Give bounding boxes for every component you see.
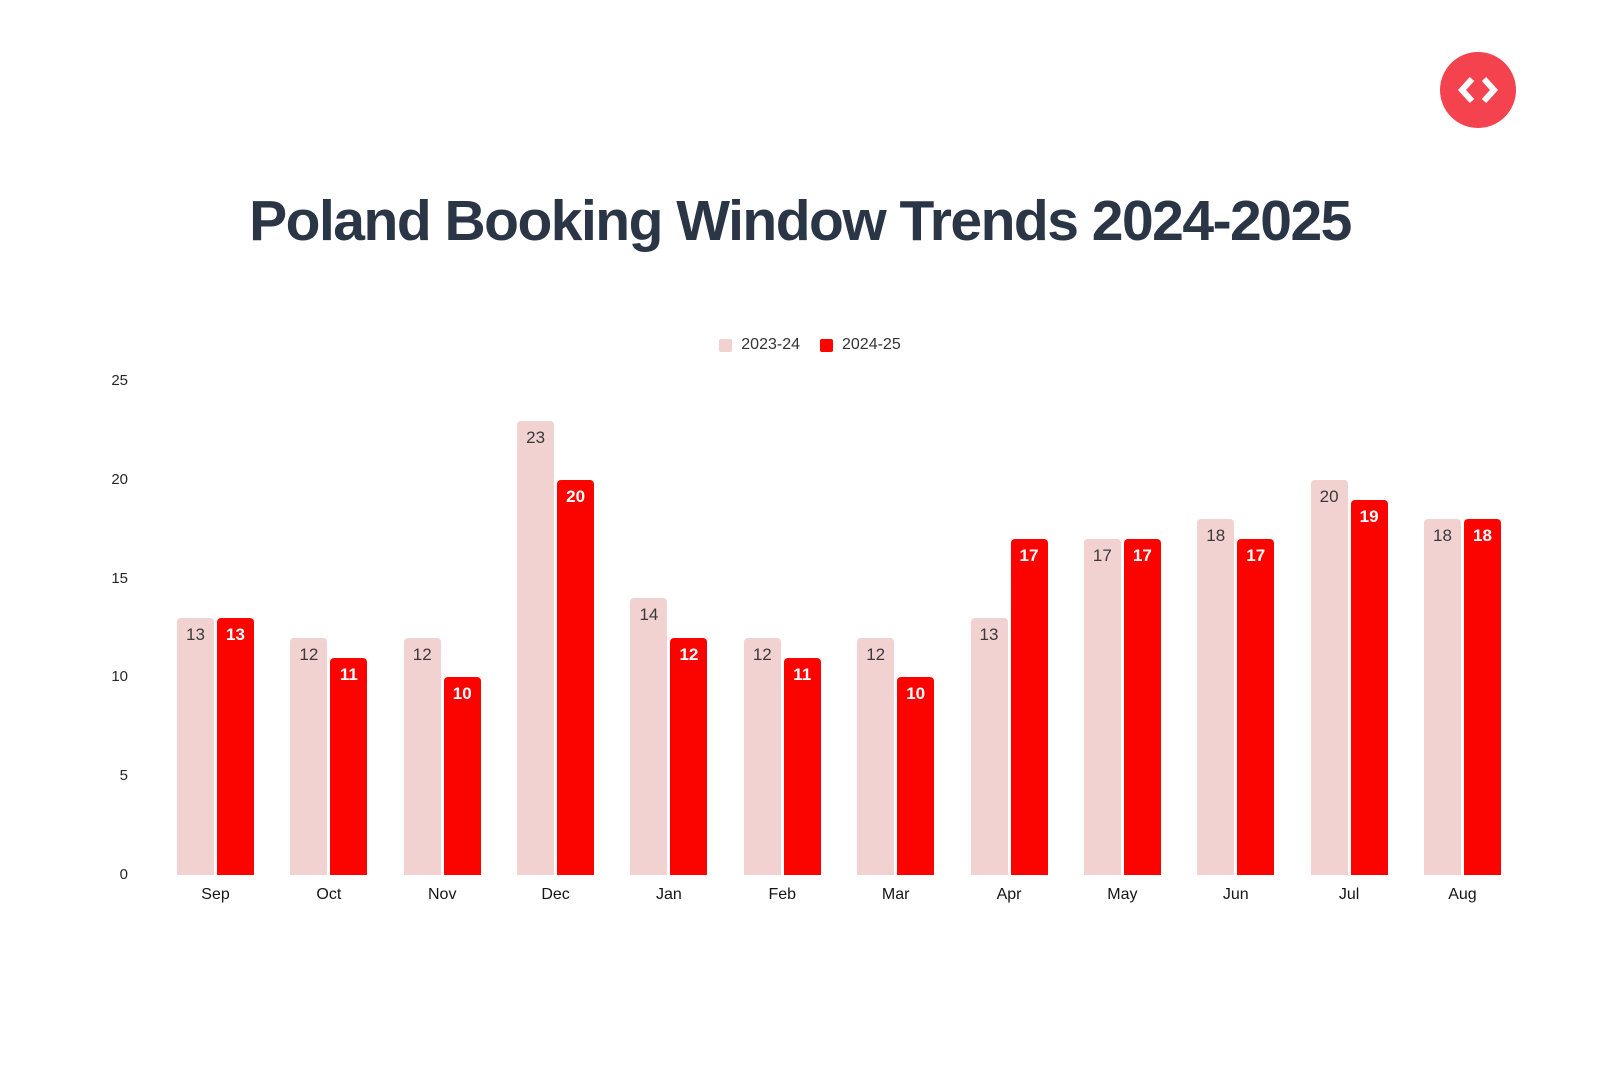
bar-mar-2024-25: 10 [897,677,935,875]
bar-value-label: 12 [299,644,319,664]
bar-group-oct: 12 11 [290,637,368,875]
bar-group-jun: 18 17 [1197,519,1275,875]
legend-swatch-2024-25 [820,338,833,352]
bar-value-label: 20 [1319,486,1339,506]
x-axis-label-mar: Mar [881,886,910,903]
bar-dec-2023-24: 23 [517,420,555,875]
bar-aug-2023-24: 18 [1423,519,1461,875]
bar-jan-2023-24: 14 [630,598,668,875]
bar-value-label: 17 [1092,546,1112,566]
bar-sep-2024-25: 13 [217,618,254,875]
y-axis-tick-20: 20 [111,470,128,488]
bar-jul-2023-24: 20 [1310,479,1348,875]
page-title: Poland Booking Window Trends 2024-2025 [249,189,1352,254]
x-axis-label-jul: Jul [1338,886,1360,903]
bar-group-apr: 13 17 [970,539,1048,875]
bar-aug-2024-25: 18 [1463,519,1501,875]
bar-apr-2023-24: 13 [970,618,1008,875]
bar-value-label: 10 [906,684,926,704]
bar-group-nov: 12 10 [403,637,481,875]
bar-chart: 2023-24 2024-25 0 5 10 15 20 25 13 13 Sep 12 11 Oct 1… [100,330,1520,940]
bar-mar-2023-24: 12 [857,637,895,875]
bar-value-label: 19 [1359,506,1379,526]
x-axis-label-feb: Feb [768,886,797,903]
bar-group-feb: 12 11 [743,637,821,875]
bar-oct-2023-24: 12 [290,637,328,875]
bar-value-label: 18 [1472,526,1492,546]
y-axis-tick-10: 10 [111,668,128,686]
bar-oct-2024-25: 11 [330,657,368,875]
bar-value-label: 17 [1246,546,1266,566]
logo-badge [1440,52,1516,128]
bar-sep-2023-24: 13 [177,618,214,875]
bar-value-label: 20 [566,486,586,506]
chart-legend: 2023-24 2024-25 [100,330,1520,360]
y-axis-tick-5: 5 [119,767,128,785]
bar-value-label: 10 [452,684,472,704]
code-brackets-icon [1457,75,1499,105]
bar-feb-2023-24: 12 [743,637,781,875]
bar-group-jan: 14 12 [630,598,708,875]
bar-value-label: 12 [679,644,699,664]
bar-value-label: 17 [1132,546,1152,566]
x-axis-label-jun: Jun [1222,886,1249,903]
bar-value-label: 23 [526,427,546,447]
bar-apr-2024-25: 17 [1010,539,1048,875]
bar-value-label: 11 [793,664,812,684]
x-axis-label-aug: Aug [1448,886,1477,903]
bar-dec-2024-25: 20 [557,479,595,875]
bar-group-may: 17 17 [1083,539,1161,875]
bar-group-aug: 18 18 [1423,519,1501,875]
bar-value-label: 14 [639,605,659,625]
bar-group-mar: 12 10 [857,637,935,875]
bar-value-label: 13 [226,625,245,645]
legend-item-2024-25: 2024-25 [820,336,901,354]
bar-value-label: 18 [1432,526,1452,546]
y-axis-tick-0: 0 [119,866,128,883]
bar-value-label: 11 [339,664,358,684]
bar-group-sep: 13 13 [177,618,254,875]
bar-value-label: 12 [866,644,886,664]
bar-value-label: 12 [412,644,432,664]
x-axis-label-oct: Oct [316,886,342,903]
bar-value-label: 17 [1019,546,1039,566]
y-axis-tick-15: 15 [111,569,128,587]
bar-value-label: 13 [979,625,999,645]
legend-label: 2023-24 [741,336,800,353]
bar-value-label: 18 [1206,526,1226,546]
bar-jun-2023-24: 18 [1197,519,1235,875]
bar-value-label: 12 [752,644,772,664]
x-axis-label-dec: Dec [541,886,570,903]
x-axis-label-jan: Jan [656,886,682,903]
bar-feb-2024-25: 11 [783,657,821,875]
bar-value-label: 13 [186,625,205,645]
bar-jul-2024-25: 19 [1350,499,1388,875]
bar-nov-2023-24: 12 [403,637,441,875]
x-axis-label-may: May [1107,886,1138,903]
y-axis-tick-25: 25 [111,372,128,389]
bar-jun-2024-25: 17 [1237,539,1275,875]
bar-nov-2024-25: 10 [443,677,481,875]
legend-item-2023-24: 2023-24 [719,336,800,354]
bar-may-2023-24: 17 [1083,539,1121,875]
chart-plot-area: 0 5 10 15 20 25 13 13 Sep 12 11 Oct 12 10 Nov 23 20 Dec 14… [100,372,1520,903]
x-axis-label-nov: Nov [427,886,457,903]
x-axis-label-apr: Apr [996,886,1022,903]
bar-group-dec: 23 20 [517,420,595,875]
bar-may-2024-25: 17 [1123,539,1161,875]
legend-swatch-2023-24 [719,338,733,352]
x-axis-label-sep: Sep [201,886,230,903]
bar-group-jul: 20 19 [1310,479,1388,875]
legend-label: 2024-25 [842,336,901,353]
bar-jan-2024-25: 12 [670,637,708,875]
